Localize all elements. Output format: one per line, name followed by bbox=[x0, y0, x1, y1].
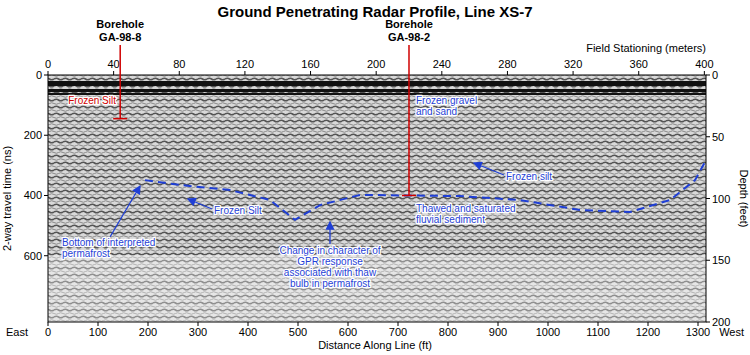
x2-tick bbox=[179, 71, 180, 75]
y2-tick bbox=[706, 136, 710, 137]
x2-tick bbox=[507, 71, 508, 75]
plot-area bbox=[145, 162, 705, 220]
x-tick-label: 300 bbox=[189, 326, 207, 338]
x-tick-label: 0 bbox=[45, 326, 51, 338]
y-tick-label: 0 bbox=[36, 69, 42, 81]
x-tick-label: 1100 bbox=[586, 326, 610, 338]
x2-tick-label: 80 bbox=[173, 58, 185, 70]
x-tick-label: 400 bbox=[239, 326, 257, 338]
x2-tick-label: 280 bbox=[498, 58, 516, 70]
borehole-line bbox=[119, 45, 121, 119]
annotation-text: Frozen silt bbox=[506, 171, 552, 182]
annotation-arrow bbox=[329, 222, 330, 244]
borehole-name: GA-98-2 bbox=[388, 31, 430, 43]
x-tick-label: 1300 bbox=[686, 326, 710, 338]
annotation-arrow bbox=[474, 163, 504, 175]
x2-tick bbox=[441, 71, 442, 75]
x2-tick-label: 160 bbox=[301, 58, 319, 70]
x-tick-label: 100 bbox=[89, 326, 107, 338]
radar-fade bbox=[48, 255, 706, 322]
annotation-text: and sand bbox=[416, 106, 457, 117]
x2-tick bbox=[573, 71, 574, 75]
x-tick-label: 1000 bbox=[536, 326, 560, 338]
x2-tick-label: 360 bbox=[630, 58, 648, 70]
x-tick-label: 700 bbox=[389, 326, 407, 338]
y2-tick bbox=[706, 198, 710, 199]
annotation-text: associated with thaw bbox=[284, 267, 377, 278]
x2-tick-label: 200 bbox=[367, 58, 385, 70]
east-label: East bbox=[6, 326, 28, 338]
direct-wave-band bbox=[48, 81, 706, 84]
x2-tick bbox=[638, 71, 639, 75]
x2-axis-label: Field Stationing (meters) bbox=[586, 42, 706, 54]
x-tick-label: 1200 bbox=[636, 326, 660, 338]
x2-tick-label: 0 bbox=[45, 58, 51, 70]
x-tick-label: 200 bbox=[139, 326, 157, 338]
x-tick-label: 500 bbox=[289, 326, 307, 338]
annotations: Frozen Silt Frozen Silt Bottom of interpre… bbox=[62, 95, 552, 289]
y-tick bbox=[44, 255, 48, 256]
x2-tick bbox=[113, 71, 114, 75]
annotation-arrow bbox=[188, 199, 212, 209]
y-tick bbox=[44, 75, 48, 76]
annotation-text: Frozen Silt bbox=[68, 95, 116, 106]
title: Ground Penetrating Radar Profile, Line X… bbox=[217, 3, 532, 20]
radar-background bbox=[48, 75, 706, 322]
x2-tick-label: 120 bbox=[236, 58, 254, 70]
radar-bands bbox=[48, 81, 706, 322]
y2-tick-label: 0 bbox=[712, 69, 718, 81]
borehole-line bbox=[408, 45, 410, 195]
annotation-text: fluvial sediment bbox=[416, 214, 485, 225]
borehole-bottom bbox=[402, 195, 416, 197]
x-tick-label: 600 bbox=[339, 326, 357, 338]
borehole-bottom bbox=[113, 118, 127, 120]
y-tick-label: 600 bbox=[24, 250, 42, 262]
permafrost-bottom-line bbox=[145, 162, 705, 220]
direct-wave-band bbox=[48, 89, 706, 92]
x-tick-label: 800 bbox=[439, 326, 457, 338]
annotation-text: permafrost bbox=[62, 248, 110, 259]
x2-tick bbox=[48, 71, 49, 75]
y-tick bbox=[44, 135, 48, 136]
y-tick bbox=[44, 195, 48, 196]
annotation-text: bulb in permafrost bbox=[290, 278, 370, 289]
y-axis-label: 2-way travel time (ns) bbox=[1, 146, 13, 251]
y-tick-label: 200 bbox=[24, 129, 42, 141]
annotation-text: GPR response bbox=[297, 256, 363, 267]
y2-tick bbox=[706, 75, 710, 76]
y2-tick-label: 100 bbox=[712, 193, 730, 205]
annotation-arrow bbox=[110, 186, 140, 237]
x-tick-label: 900 bbox=[489, 326, 507, 338]
x-axis-label: Distance Along Line (ft) bbox=[318, 339, 432, 351]
y2-tick-label: 150 bbox=[712, 254, 730, 266]
annotation-text: Frozen Silt bbox=[214, 205, 262, 216]
y-tick-label: 400 bbox=[24, 189, 42, 201]
plot-frame bbox=[48, 75, 706, 322]
direct-wave-band bbox=[48, 84, 706, 86]
x2-tick bbox=[310, 71, 311, 75]
borehole-label: Borehole bbox=[96, 18, 144, 30]
borehole-label: Borehole bbox=[385, 18, 433, 30]
x2-tick bbox=[376, 71, 377, 75]
borehole-name: GA-98-8 bbox=[99, 31, 141, 43]
annotation-text: Frozen gravel bbox=[416, 95, 477, 106]
y2-tick bbox=[706, 322, 710, 323]
x2-tick-label: 240 bbox=[433, 58, 451, 70]
x2-tick-label: 40 bbox=[108, 58, 120, 70]
x2-tick-label: 320 bbox=[564, 58, 582, 70]
annotation-text: Change in character of bbox=[279, 245, 380, 256]
x2-tick bbox=[704, 71, 705, 75]
x2-tick-label: 400 bbox=[695, 58, 713, 70]
y2-tick-label: 200 bbox=[712, 316, 730, 328]
x2-tick bbox=[244, 71, 245, 75]
y2-tick-label: 50 bbox=[712, 131, 724, 143]
annotation-text: Thawed and saturated bbox=[416, 203, 516, 214]
annotation-text: Bottom of interpreted bbox=[62, 237, 155, 248]
chart-root: Ground Penetrating Radar Profile, Line X… bbox=[0, 0, 750, 355]
direct-wave-band bbox=[48, 93, 706, 95]
y2-tick bbox=[706, 260, 710, 261]
y2-axis-label: Depth (feet) bbox=[738, 169, 750, 227]
